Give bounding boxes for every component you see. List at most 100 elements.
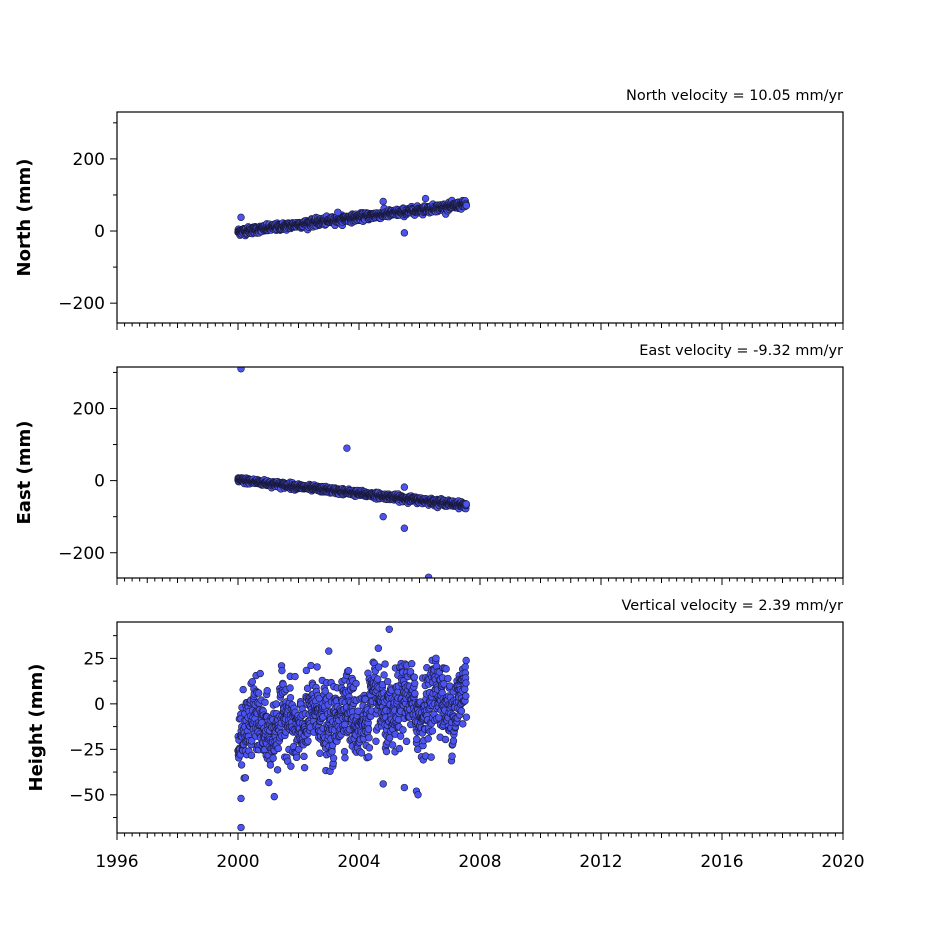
data-point [461, 663, 469, 671]
outlier-point [237, 794, 245, 803]
data-point [381, 660, 389, 668]
data-point [261, 698, 269, 707]
data-point [424, 735, 432, 743]
data-point [399, 726, 407, 734]
outlier-point [379, 780, 387, 788]
data-point [449, 737, 458, 745]
outlier-point [237, 823, 245, 832]
data-point [269, 754, 277, 762]
data-point [340, 747, 349, 756]
x-tick-label: 2012 [579, 852, 622, 872]
data-point [287, 762, 295, 770]
data-point [412, 735, 421, 743]
data-point [329, 754, 338, 762]
data-point [427, 753, 435, 761]
data-point [286, 693, 295, 702]
data-point [395, 744, 404, 753]
data-point [411, 689, 419, 698]
data-point [372, 737, 380, 745]
outlier-point [400, 524, 409, 532]
data-point [365, 734, 373, 742]
y-tick-label: −25 [69, 740, 105, 760]
outlier-point [414, 791, 422, 799]
data-point [292, 753, 301, 762]
outlier-point [421, 194, 430, 203]
data-point [307, 661, 315, 670]
data-point [382, 747, 391, 756]
panel-title: North velocity = 10.05 mm/yr [626, 88, 843, 104]
data-point [408, 660, 416, 668]
panel-title: Vertical velocity = 2.39 mm/yr [622, 598, 844, 614]
panel-3: 1996 2000 2004 2008 2012 2016 2020 −50 −25 0 25 Hei… [26, 598, 865, 872]
data-point [256, 669, 264, 678]
data-point [291, 672, 299, 681]
x-tick-label: 1996 [95, 852, 138, 872]
data-point [344, 666, 353, 675]
data-point [380, 671, 388, 679]
y-tick-label: 0 [94, 472, 105, 492]
data-point [462, 656, 470, 665]
data-point [413, 745, 422, 754]
data-point [357, 749, 366, 757]
data-point [402, 737, 411, 746]
data-point [364, 725, 373, 733]
outlier-point [424, 573, 433, 578]
panel-1: −200 0 200 North (mm) North velocity = 10.05… [14, 88, 844, 330]
data-point [457, 707, 466, 715]
data-point [352, 679, 360, 688]
data-point [295, 745, 303, 753]
data-point [365, 753, 373, 761]
data-point [263, 687, 271, 695]
data-point [374, 675, 382, 683]
outlier-point [385, 625, 393, 633]
y-tick-label: 0 [94, 695, 105, 715]
outlier-point [237, 213, 245, 222]
data-point [462, 679, 470, 687]
data-point [461, 685, 469, 693]
data-point [354, 707, 362, 715]
data-points [234, 367, 471, 578]
y-tick-label: 200 [73, 150, 105, 170]
panel-2: −200 0 200 East (mm) East velocity = -9.32 m… [14, 343, 844, 585]
data-points [234, 625, 471, 832]
data-point [237, 761, 246, 769]
outlier-point [379, 197, 387, 206]
y-tick-label: −50 [69, 786, 105, 806]
x-tick-label: 2004 [337, 852, 380, 872]
data-point [459, 720, 467, 728]
x-tick-label: 2000 [216, 852, 259, 872]
data-point [248, 678, 257, 686]
outlier-point [400, 783, 409, 792]
axes-frame [116, 621, 844, 834]
data-point [248, 737, 256, 745]
data-point [374, 644, 383, 652]
data-point [321, 687, 329, 695]
data-point [410, 673, 419, 681]
axes-frame [116, 111, 844, 324]
data-point [462, 201, 471, 210]
data-point [254, 689, 263, 697]
data-point [300, 763, 309, 772]
data-point [328, 748, 336, 756]
outlier-point [400, 483, 409, 491]
outlier-point [237, 367, 245, 373]
data-point [241, 774, 250, 782]
data-point [428, 727, 437, 735]
y-tick-label: 25 [83, 649, 105, 669]
outlier-point [334, 208, 342, 216]
data-point [462, 692, 470, 700]
data-point [383, 677, 392, 686]
data-point [286, 684, 294, 692]
data-point [442, 665, 450, 673]
data-point [448, 752, 456, 760]
outlier-point [325, 647, 333, 655]
x-tick-label: 2020 [821, 852, 864, 872]
y-tick-label: 200 [73, 399, 105, 419]
data-point [304, 737, 312, 745]
data-point [313, 663, 321, 671]
data-point [341, 754, 349, 762]
data-point [411, 679, 419, 688]
y-axis-label: Height (mm) [26, 664, 47, 792]
axes-frame [116, 366, 844, 579]
x-tick-label: 2016 [700, 852, 743, 872]
